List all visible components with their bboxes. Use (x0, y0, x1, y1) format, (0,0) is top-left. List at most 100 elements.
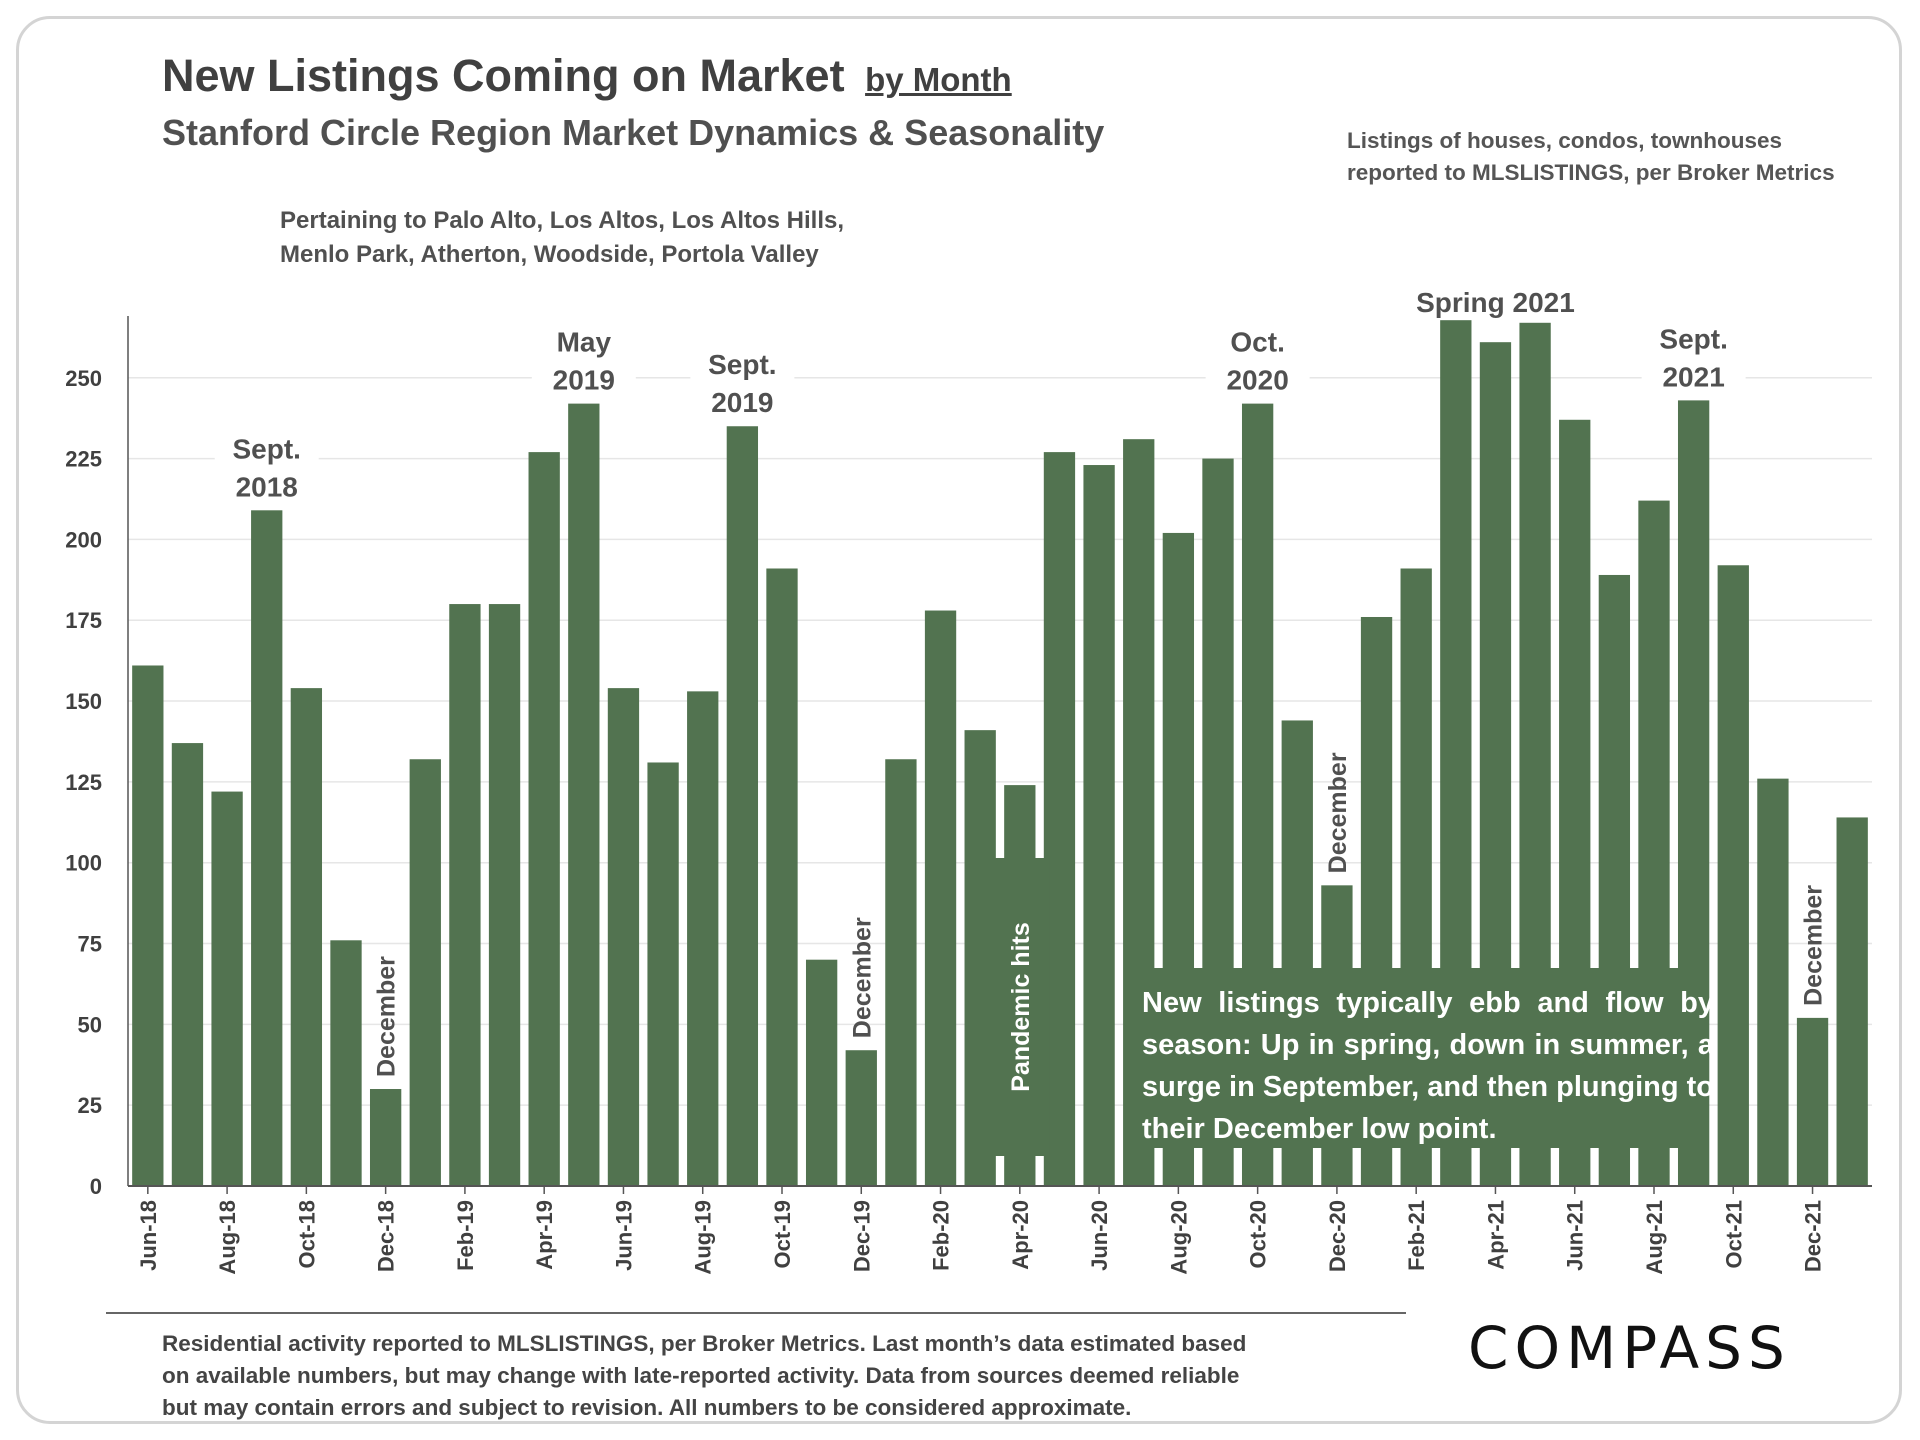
y-tick-label: 150 (65, 689, 102, 714)
bar-Apr-19 (528, 452, 560, 1186)
x-tick-label: Oct-21 (1721, 1200, 1746, 1268)
footnote-line-2: on available numbers, but may change wit… (162, 1363, 1240, 1388)
december-label: December (1800, 885, 1828, 1006)
annotation-label: 2019 (711, 387, 773, 418)
bar-Oct-18 (290, 688, 323, 1186)
annotation-label: 2019 (553, 365, 615, 396)
region-note-line-1: Pertaining to Palo Alto, Los Altos, Los … (280, 207, 845, 234)
annotation-label: Sept. (232, 433, 300, 464)
annotation-backdrop (531, 319, 636, 398)
title-suffix: by Month (865, 61, 1012, 98)
chart-title: New Listings Coming on Market by Month (162, 50, 1012, 102)
x-tick-label: Dec-20 (1325, 1200, 1350, 1272)
annotation-label: 2018 (236, 471, 298, 502)
x-tick-label: Oct-19 (770, 1200, 795, 1268)
title-main: New Listings Coming on Market (162, 50, 845, 101)
x-tick-label: Aug-18 (215, 1200, 240, 1275)
annotation-backdrop (1407, 280, 1584, 321)
bar-Jan-20 (885, 759, 917, 1186)
bar-Aug-18 (211, 791, 243, 1186)
annotation-backdrop (1641, 316, 1746, 395)
x-tick-label: Jun-19 (611, 1200, 636, 1271)
x-tick-label: Feb-19 (453, 1200, 478, 1271)
december-label: December (848, 917, 876, 1038)
pandemic-label: Pandemic hits (1007, 922, 1035, 1092)
x-tick-label: Aug-21 (1642, 1200, 1667, 1275)
annotation-label: 2021 (1662, 361, 1724, 392)
bar-Jan-22 (1836, 817, 1868, 1186)
x-tick-label: Jun-18 (136, 1200, 161, 1271)
bar-Nov-18 (330, 940, 362, 1186)
compass-logo: COMPASS (1468, 1314, 1791, 1382)
bar-Jul-18 (171, 743, 204, 1186)
bar-Dec-19 (845, 1050, 877, 1186)
bar-Nov-21 (1757, 778, 1789, 1186)
december-label: December (373, 956, 401, 1077)
source-note-line-2: reported to MLSLISTINGS, per Broker Metr… (1347, 160, 1835, 185)
chart-subtitle: Stanford Circle Region Market Dynamics &… (162, 112, 1105, 153)
x-tick-label: Apr-20 (1008, 1200, 1033, 1270)
x-tick-label: Dec-19 (849, 1200, 874, 1272)
bar-Jun-18 (132, 665, 164, 1186)
y-tick-label: 0 (90, 1174, 102, 1199)
source-note-line-1: Listings of houses, condos, townhouses (1347, 128, 1783, 153)
bar-Sep-18 (251, 510, 283, 1187)
bar-Dec-21 (1796, 1017, 1829, 1186)
y-tick-label: 75 (78, 932, 102, 957)
bar-Oct-21 (1717, 565, 1749, 1186)
x-tick-label: Oct-18 (294, 1200, 319, 1268)
x-tick-label: Feb-20 (929, 1200, 954, 1271)
annotation-backdrop (690, 342, 795, 421)
bar-Sep-19 (726, 426, 759, 1186)
bar-Feb-20 (924, 610, 957, 1186)
x-tick-label: Aug-19 (691, 1200, 716, 1275)
december-label: December (1324, 752, 1352, 873)
y-tick-label: 200 (65, 527, 102, 552)
y-tick-label: 175 (65, 608, 102, 633)
bar-May-19 (568, 403, 600, 1186)
bar-Jun-20 (1083, 465, 1115, 1186)
annotation-backdrop (214, 426, 319, 505)
annotation-label: 2020 (1226, 365, 1288, 396)
region-note: Pertaining to Palo Alto, Los Altos, Los … (280, 204, 844, 272)
bar-Aug-19 (687, 691, 719, 1186)
y-tick-label: 250 (65, 366, 102, 391)
annotation-backdrop (1205, 319, 1310, 398)
annotation-label: Oct. (1230, 327, 1284, 358)
x-tick-label: Oct-20 (1246, 1200, 1271, 1268)
y-tick-label: 50 (78, 1012, 102, 1037)
bar-Feb-19 (449, 604, 481, 1186)
x-tick-label: Apr-21 (1483, 1200, 1508, 1270)
y-tick-label: 225 (65, 447, 102, 472)
annotation-label: Sept. (1659, 323, 1727, 354)
x-tick-label: Dec-21 (1801, 1200, 1826, 1272)
bar-Jul-19 (647, 762, 679, 1186)
footer-divider (106, 1312, 1406, 1314)
bar-Mar-19 (488, 604, 521, 1186)
y-tick-label: 100 (65, 851, 102, 876)
x-tick-label: Dec-18 (374, 1200, 399, 1272)
footnote: Residential activity reported to MLSLIST… (162, 1328, 1352, 1424)
x-tick-label: Jun-20 (1087, 1200, 1112, 1271)
y-tick-label: 125 (65, 770, 102, 795)
bar-Oct-19 (766, 568, 798, 1186)
annotation-label: May (557, 327, 612, 358)
x-tick-label: Feb-21 (1404, 1200, 1429, 1271)
x-tick-label: Jun-21 (1563, 1200, 1588, 1271)
bar-Nov-19 (805, 959, 838, 1186)
region-note-line-2: Menlo Park, Atherton, Woodside, Portola … (280, 241, 819, 268)
annotation-label: Sept. (708, 349, 776, 380)
bar-Jun-19 (607, 688, 640, 1186)
annotation-label: Spring 2021 (1416, 287, 1575, 318)
callout-box (1128, 968, 1706, 1148)
source-note-top: Listings of houses, condos, townhouses r… (1347, 125, 1835, 189)
footnote-line-3: but may contain errors and subject to re… (162, 1395, 1132, 1420)
x-tick-label: Apr-19 (532, 1200, 557, 1270)
callout-text: New listings typically ebb and flow by s… (1142, 987, 1714, 1145)
pandemic-label-box (989, 858, 1050, 1156)
x-tick-label: Aug-20 (1166, 1200, 1191, 1275)
y-tick-label: 25 (78, 1093, 102, 1118)
footnote-line-1: Residential activity reported to MLSLIST… (162, 1331, 1247, 1356)
bar-Jan-19 (409, 759, 441, 1186)
bar-Dec-18 (369, 1089, 402, 1186)
